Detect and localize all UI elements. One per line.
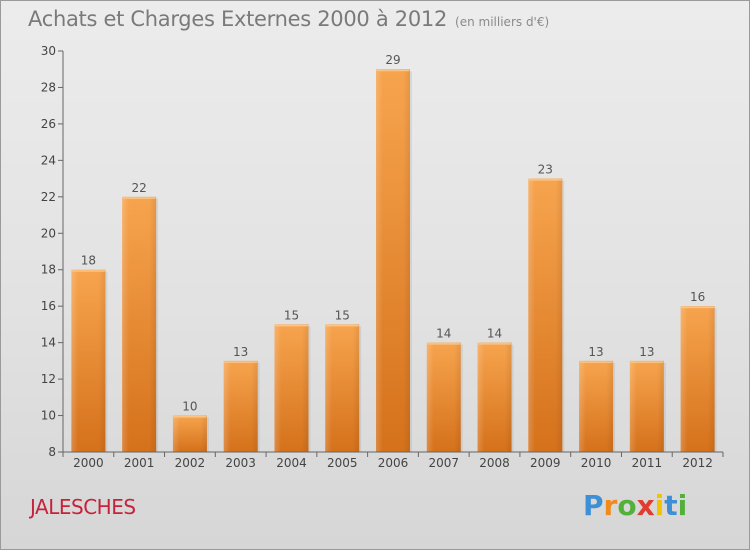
chart-subtitle: (en milliers d'€)	[455, 15, 550, 29]
logo-letter: x	[636, 489, 655, 522]
bar-highlight	[325, 324, 360, 452]
logo-letter: o	[617, 489, 637, 522]
logo-letter: i	[677, 489, 688, 522]
bar-top-edge	[528, 179, 562, 181]
bar-top-edge	[630, 361, 664, 363]
x-tick-label: 2006	[378, 456, 409, 470]
x-tick-label: 2002	[175, 456, 206, 470]
bar-top-edge	[173, 416, 207, 418]
y-tick-label: 14	[41, 336, 56, 350]
bar-value-label: 23	[538, 163, 553, 177]
bar-highlight	[71, 269, 106, 452]
bar-highlight	[122, 196, 157, 452]
bar-value-label: 13	[639, 345, 654, 359]
bar-top-edge	[71, 270, 105, 272]
x-tick-label: 2012	[682, 456, 713, 470]
bar-top-edge	[325, 324, 359, 327]
bar-value-label: 14	[436, 327, 451, 341]
bar-value-label: 22	[132, 181, 147, 195]
x-tick-label: 2007	[428, 456, 459, 470]
axes-group: 8 10 12 14 16 18 20 22 24 26 28 30 2000 2001 2002 2003 2…	[41, 44, 724, 470]
proxiti-logo: Proxiti	[583, 489, 687, 522]
x-tick-label: 2011	[632, 456, 663, 470]
bar-highlight	[172, 415, 207, 452]
bar-highlight	[376, 69, 410, 453]
y-tick-label: 16	[41, 299, 56, 313]
bar-top-edge	[478, 343, 512, 345]
x-tick-label: 2003	[225, 456, 256, 470]
location-label: JALESCHES	[30, 495, 136, 519]
x-tick-label: 2005	[327, 456, 358, 470]
bar-top-edge	[579, 361, 613, 363]
bar-highlight	[223, 360, 258, 452]
y-tick-label: 28	[41, 80, 56, 94]
logo-letter: r	[603, 489, 618, 522]
bar-highlight	[629, 360, 664, 452]
x-tick-label: 2008	[479, 456, 510, 470]
x-tick-label: 2000	[73, 456, 104, 470]
bar-top-edge	[681, 306, 715, 309]
chart-title: Achats et Charges Externes 2000 à 2012 (e…	[28, 7, 549, 31]
bar-highlight	[274, 324, 309, 452]
bar-highlight	[579, 360, 614, 452]
bar-top-edge	[122, 197, 156, 199]
x-tick-label: 2010	[581, 456, 612, 470]
bar-highlight	[680, 306, 715, 452]
x-tick-label: 2004	[276, 456, 307, 470]
bar-top-edge	[376, 69, 410, 72]
y-tick-label: 24	[41, 153, 56, 167]
bar-value-label: 13	[233, 345, 248, 359]
bar-value-label: 14	[487, 327, 502, 341]
y-tick-label: 10	[41, 409, 56, 423]
bar-highlight	[528, 178, 563, 452]
logo-letter: P	[583, 489, 604, 522]
y-tick-label: 18	[41, 263, 56, 277]
y-tick-label: 12	[41, 372, 56, 386]
y-tick-label: 8	[48, 445, 56, 459]
y-tick-label: 20	[41, 226, 56, 240]
bar-value-label: 29	[385, 53, 400, 67]
bar-value-label: 10	[182, 400, 197, 414]
bar-highlight	[426, 342, 461, 452]
bar-value-label: 13	[588, 345, 603, 359]
bar-value-label: 18	[81, 254, 96, 268]
bar-highlight	[477, 342, 512, 452]
chart-title-text: Achats et Charges Externes 2000 à 2012	[28, 7, 448, 31]
bar-top-edge	[427, 343, 461, 345]
x-tick-label: 2001	[124, 456, 155, 470]
logo-letter: t	[664, 489, 678, 522]
logo-letter: i	[654, 489, 665, 522]
y-tick-label: 30	[41, 44, 56, 58]
bar-value-label: 16	[690, 290, 705, 304]
bar-value-label: 15	[284, 308, 299, 322]
bars-group: 18 22 10 13 15 15 29 14 14 23 13 13 16	[71, 53, 717, 453]
y-tick-label: 22	[41, 190, 56, 204]
y-tick-label: 26	[41, 117, 56, 131]
x-tick-label: 2009	[530, 456, 561, 470]
bar-value-label: 15	[335, 308, 350, 322]
bar-top-edge	[224, 361, 258, 363]
bar-top-edge	[274, 324, 308, 327]
